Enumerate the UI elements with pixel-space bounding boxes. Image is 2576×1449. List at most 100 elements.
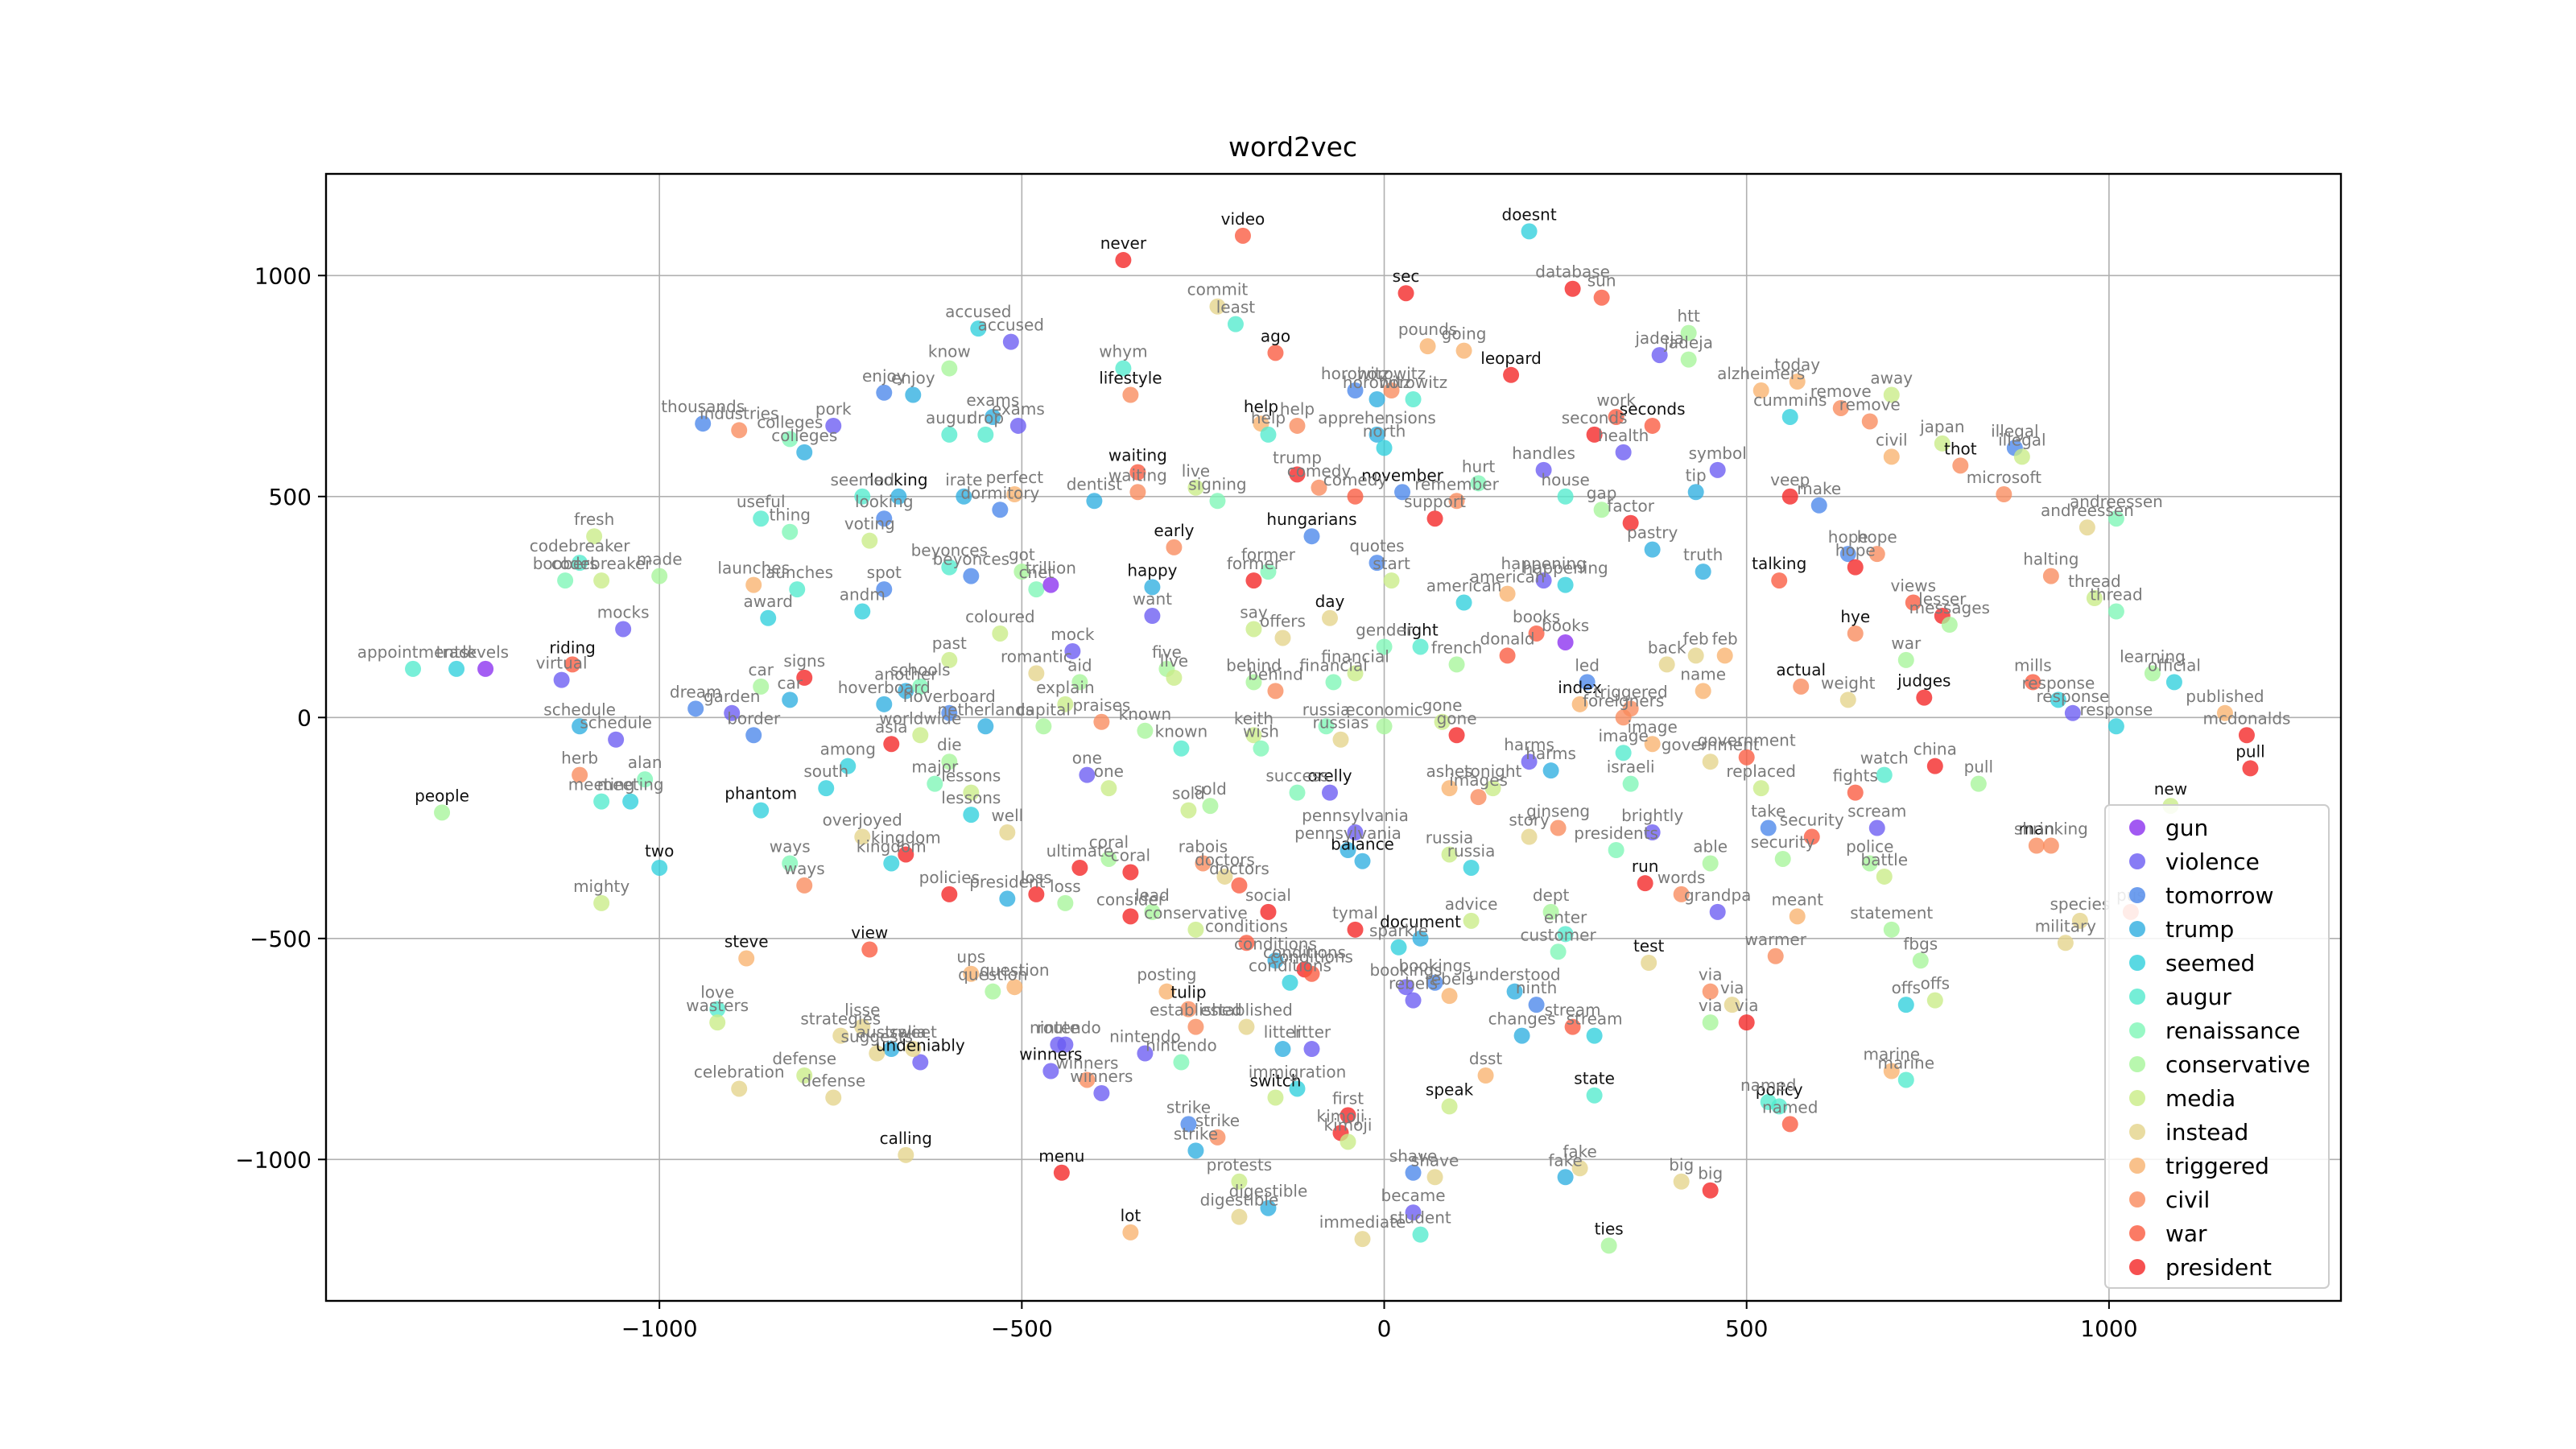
- point-label: watch: [1860, 749, 1909, 768]
- point-label: lead: [1135, 886, 1170, 905]
- point-label: coloured: [965, 607, 1034, 626]
- data-point: [1166, 539, 1183, 555]
- data-point: [1832, 399, 1849, 416]
- point-label: kimoji: [1317, 1106, 1365, 1125]
- x-axis-ticks: −1000 −500 0 500 1000: [621, 1301, 2138, 1342]
- point-label: halting: [2023, 550, 2079, 569]
- point-label: rebels: [1389, 974, 1438, 993]
- legend-marker: [2129, 1225, 2145, 1241]
- data-point: [1644, 417, 1661, 434]
- data-point: [941, 426, 958, 443]
- point-label: fbgs: [1903, 934, 1938, 953]
- point-label: words: [1657, 868, 1706, 887]
- data-point: [876, 510, 893, 527]
- point-label: harms: [1525, 744, 1576, 763]
- point-label: dsst: [1469, 1049, 1503, 1068]
- data-point: [1289, 784, 1306, 801]
- data-point: [1463, 912, 1480, 929]
- point-label: one: [1072, 749, 1102, 768]
- point-label: happening: [1522, 559, 1608, 578]
- point-label: seemed: [831, 470, 895, 489]
- data-point: [1231, 1208, 1248, 1225]
- data-point: [898, 1146, 914, 1163]
- point-label: meeting: [568, 775, 635, 795]
- point-label: commit: [1187, 280, 1249, 299]
- point-label: romantic: [1001, 646, 1072, 666]
- data-point: [789, 581, 806, 598]
- point-label: andreessen: [2070, 492, 2163, 511]
- data-point: [912, 727, 929, 744]
- data-point: [1187, 1142, 1204, 1159]
- data-point: [1724, 997, 1740, 1013]
- data-point: [985, 408, 1001, 425]
- data-point: [1916, 689, 1933, 706]
- legend-marker: [2129, 1158, 2145, 1174]
- data-point: [1579, 674, 1596, 691]
- point-label: trump: [1273, 448, 1322, 467]
- data-point: [2050, 691, 2066, 708]
- point-label: thread: [2068, 572, 2121, 591]
- point-label: became: [1381, 1186, 1446, 1205]
- data-point: [1013, 564, 1030, 580]
- data-point: [1738, 749, 1755, 766]
- data-point: [1042, 576, 1059, 593]
- point-label: waiting: [1108, 465, 1167, 485]
- data-point: [1419, 338, 1436, 355]
- point-label: orelly: [1307, 766, 1352, 786]
- point-label: codebreaker: [530, 536, 630, 555]
- point-label: established: [1200, 1001, 1293, 1020]
- data-point: [434, 804, 451, 821]
- legend: gun violence tomorrow trump seemed augur renai…: [2104, 804, 2330, 1289]
- point-label: test: [1633, 936, 1665, 956]
- point-label: dormitory: [960, 483, 1039, 502]
- point-label: behind: [1226, 655, 1282, 675]
- data-point: [2064, 704, 2081, 721]
- data-point: [898, 846, 914, 863]
- point-label: schools: [890, 660, 951, 679]
- point-label: pull: [2235, 741, 2264, 761]
- point-label: behind: [1248, 664, 1303, 683]
- point-label: menu: [1038, 1146, 1084, 1166]
- data-point: [890, 488, 907, 505]
- legend-box: [2104, 804, 2330, 1289]
- data-point: [1303, 965, 1320, 982]
- legend-label: instead: [2165, 1119, 2248, 1146]
- data-point: [1260, 426, 1277, 443]
- data-point: [1448, 656, 1465, 673]
- point-label: financial: [1299, 655, 1368, 675]
- legend-label: seemed: [2165, 950, 2255, 976]
- point-label: tonight: [1464, 762, 1522, 781]
- data-point: [637, 771, 654, 788]
- point-label: illegal: [1998, 430, 2046, 449]
- point-label: gender: [1356, 620, 1414, 639]
- point-label: books: [1542, 616, 1589, 635]
- data-point: [941, 360, 958, 377]
- data-point: [999, 824, 1016, 841]
- point-label: ninth: [1516, 978, 1557, 997]
- point-label: tymal: [1332, 903, 1378, 923]
- point-label: response: [2079, 700, 2153, 719]
- data-point: [1231, 877, 1248, 894]
- point-label: database: [1535, 262, 1610, 282]
- data-point: [1412, 1226, 1429, 1243]
- point-label: offs: [1921, 974, 1950, 993]
- data-point: [1463, 859, 1480, 876]
- point-label: student: [1389, 1208, 1451, 1228]
- point-label: praises: [1072, 696, 1130, 715]
- data-point: [1622, 514, 1639, 531]
- point-label: going: [1442, 324, 1487, 344]
- data-point: [1738, 1014, 1755, 1031]
- point-label: exams: [992, 399, 1045, 419]
- point-label: live: [1160, 651, 1188, 671]
- point-label: thot: [1944, 439, 1977, 458]
- data-point: [2107, 510, 2124, 527]
- point-label: question: [958, 965, 1027, 985]
- data-point: [1774, 850, 1791, 867]
- data-point: [1100, 850, 1117, 867]
- point-label: garden: [704, 687, 761, 706]
- data-point: [1137, 1045, 1154, 1062]
- point-label: lessons: [941, 788, 1001, 807]
- data-point: [1332, 731, 1349, 748]
- point-label: fake: [1563, 1141, 1596, 1161]
- data-point: [1709, 903, 1726, 920]
